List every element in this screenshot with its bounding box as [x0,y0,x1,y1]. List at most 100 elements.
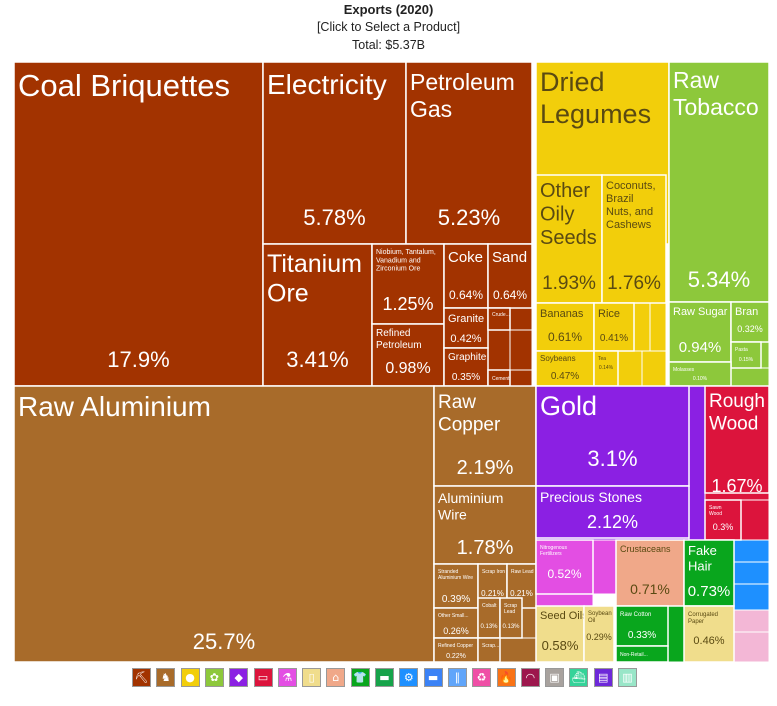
treemap-tile-rice[interactable]: Rice 0.41% [593,302,635,352]
treemap-tile-minor[interactable] [487,329,511,371]
cow-icon[interactable]: ♞ [156,668,176,687]
treemap-tile-minor[interactable] [633,302,651,352]
tile-rect[interactable] [443,307,489,349]
tile-rect[interactable] [730,341,762,369]
tile-rect[interactable] [683,605,735,663]
gem-icon[interactable]: ◆ [229,668,249,687]
treemap-tile-graphite[interactable]: Graphite 0.35% [443,347,489,387]
treemap-tile-minor[interactable] [733,539,770,563]
cube-icon[interactable]: ▣ [545,668,565,687]
treemap-tile-bananas[interactable]: Bananas 0.61% [535,302,595,352]
easel-icon[interactable]: ▤ [593,668,613,687]
treemap-tile-minor[interactable] [509,307,533,331]
tile-rect[interactable] [615,605,669,647]
treemap-tile-minor[interactable] [509,329,533,371]
leaf-icon[interactable]: ✿ [204,668,224,687]
treemap-tile-minor[interactable] [740,499,770,541]
treemap-tile-minor[interactable] [667,605,685,663]
treemap-tile-scrap[interactable]: Scrap... [477,637,501,663]
tile-rect[interactable] [730,301,770,343]
treemap-tile-coke[interactable]: Coke 0.64% [443,243,489,309]
tile-rect[interactable] [433,485,537,565]
tile-rect[interactable] [615,539,685,607]
tile-rect[interactable] [433,607,479,639]
treemap-tile-coal-briquettes[interactable]: Coal Briquettes 17.9% [13,61,264,387]
tile-rect[interactable] [668,61,770,303]
recycle-icon[interactable]: ♻ [472,668,492,687]
treemap-tile-minor[interactable] [733,561,770,585]
treemap-tile-crude[interactable]: Crude... [487,307,511,331]
tile-rect[interactable] [443,243,489,309]
tile-rect[interactable] [499,597,523,639]
tile-rect[interactable] [535,539,594,595]
tile-rect[interactable] [13,61,264,387]
treemap-tile-minor[interactable] [730,367,770,387]
tile-rect[interactable] [593,302,635,352]
tile-rect[interactable] [371,243,445,325]
treemap-tile-tea[interactable]: Tea 0.14% [593,350,619,387]
hide-icon[interactable]: ⌂ [326,668,346,687]
car-icon[interactable]: ▬ [423,668,443,687]
treemap-tile-non-retail[interactable]: Non-Retail... [615,645,669,663]
treemap-tile-seed-oils[interactable]: Seed Oils 0.58% [535,605,588,663]
tile-rect[interactable] [371,323,445,387]
fire-icon[interactable]: 🔥 [496,668,516,687]
treemap-tile-granite[interactable]: Granite 0.42% [443,307,489,349]
treemap-tile-minor[interactable] [509,369,533,387]
tile-rect[interactable] [433,637,479,663]
treemap-tile-minor[interactable] [733,609,770,633]
treemap-tile-precious-stones[interactable]: Precious Stones 2.12% [535,485,690,539]
tile-rect[interactable] [262,243,373,387]
tile-rect[interactable] [668,361,732,387]
treemap-tile-crustaceans[interactable]: Crustaceans 0.71% [615,539,685,607]
tile-rect[interactable] [433,385,537,487]
shirt-icon[interactable]: 👕 [350,668,370,687]
tile-rect[interactable] [487,307,511,331]
treemap-tile-niobium-tantalum-vanadium-and-zirconium-ore[interactable]: Niobium, Tantalum,Vanadium and Zirconium … [371,243,445,325]
treemap-tile-refined-copper[interactable]: Refined Copper 0.22% [433,637,479,663]
treemap-tile-molasses[interactable]: Molasses 0.10% [668,361,732,387]
treemap-tile-minor[interactable] [641,350,667,387]
treemap-tile-soybeans[interactable]: Soybeans 0.47% [535,350,595,387]
treemap-tile-electricity[interactable]: Electricity 5.78% [262,61,407,245]
select-product-link[interactable]: [Click to Select a Product] [316,20,461,34]
treemap-tile-raw-cotton[interactable]: Raw Cotton 0.33% [615,605,669,647]
treemap-tile-pasta[interactable]: Pasta 0.15% [730,341,762,369]
treemap-tile-minor[interactable] [760,341,770,369]
treemap-tile-minor[interactable] [535,593,594,607]
treemap-tile-raw-sugar[interactable]: Raw Sugar 0.94% [668,301,732,363]
treemap-tile-cobalt[interactable]: Cobalt 0.13% [477,597,501,639]
tile-rect[interactable] [704,499,742,541]
tile-rect[interactable] [615,645,669,663]
treemap-tile-bran[interactable]: Bran 0.32% [730,301,770,343]
flask-icon[interactable]: ⚗ [277,668,297,687]
meter-icon[interactable]: ◠ [520,668,540,687]
shoe-icon[interactable]: ▬ [375,668,394,687]
tile-rect[interactable] [583,605,615,663]
plank-icon[interactable]: ▭ [253,668,273,687]
ship-icon[interactable]: ⛴ [569,668,589,687]
tile-rect[interactable] [477,637,501,663]
treemap-tile-sand[interactable]: Sand 0.64% [487,243,533,309]
road-icon[interactable]: ∥ [447,668,467,687]
apple-icon[interactable]: ● [180,668,200,687]
treemap-tile-minor[interactable] [499,637,537,663]
tile-rect[interactable] [668,301,732,363]
tile-rect[interactable] [433,563,479,609]
treemap-tile-minor[interactable] [617,350,643,387]
tile-rect[interactable] [683,539,735,607]
